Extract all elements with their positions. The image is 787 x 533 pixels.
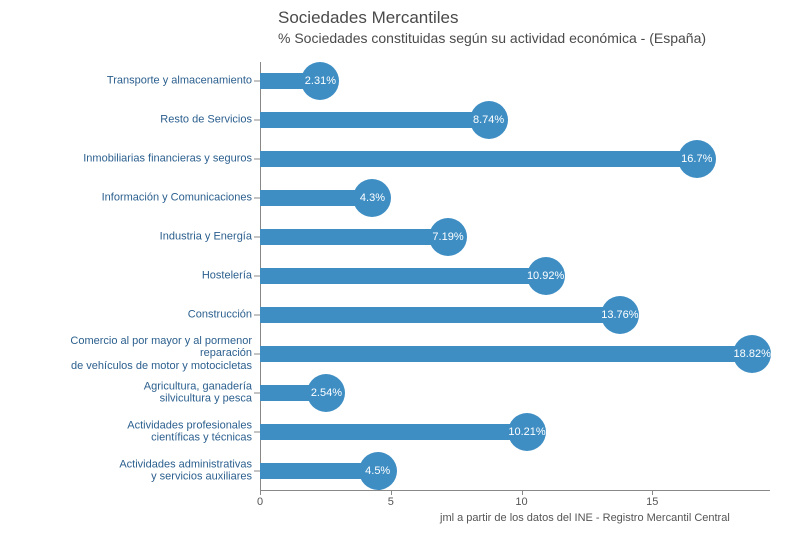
category-label: Construcción bbox=[10, 309, 260, 322]
category-label: Transporte y almacenamiento bbox=[10, 75, 260, 88]
bar bbox=[260, 112, 489, 128]
chart-footer: jml a partir de los datos del INE - Regi… bbox=[440, 512, 730, 524]
bar-value-cap: 2.31% bbox=[301, 62, 339, 100]
bar-value-cap: 8.74% bbox=[470, 101, 508, 139]
bar-value-cap: 13.76% bbox=[601, 296, 639, 334]
category-label: Hostelería bbox=[10, 270, 260, 283]
x-tick-label: 0 bbox=[257, 496, 263, 508]
category-label: Inmobiliarias financieras y seguros bbox=[10, 153, 260, 166]
bar-value-cap: 4.3% bbox=[353, 179, 391, 217]
x-tick-label: 10 bbox=[515, 496, 527, 508]
bar bbox=[260, 268, 546, 284]
bar-value-cap: 10.21% bbox=[508, 413, 546, 451]
category-label: Resto de Servicios bbox=[10, 114, 260, 127]
category-label: Industria y Energía bbox=[10, 231, 260, 244]
category-label: Actividades profesionales científicas y … bbox=[10, 419, 260, 444]
bar bbox=[260, 346, 752, 362]
bar-value-cap: 16.7% bbox=[678, 140, 716, 178]
bar bbox=[260, 229, 448, 245]
bar-value-cap: 4.5% bbox=[359, 452, 397, 490]
chart-titles: Sociedades Mercantiles % Sociedades cons… bbox=[278, 8, 706, 46]
x-tick bbox=[652, 490, 653, 495]
bar-value-cap: 7.19% bbox=[429, 218, 467, 256]
bar-value-cap: 10.92% bbox=[527, 257, 565, 295]
category-label: Comercio al por mayor y al pormenor repa… bbox=[10, 335, 260, 373]
bar bbox=[260, 151, 697, 167]
category-label: Agricultura, ganadería silvicultura y pe… bbox=[10, 380, 260, 405]
x-tick bbox=[522, 490, 523, 495]
chart-title: Sociedades Mercantiles bbox=[278, 8, 706, 28]
chart-container: Sociedades Mercantiles % Sociedades cons… bbox=[0, 0, 787, 533]
category-label: Información y Comunicaciones bbox=[10, 192, 260, 205]
x-axis-line bbox=[260, 490, 770, 491]
bar-value-cap: 18.82% bbox=[733, 335, 771, 373]
x-tick bbox=[391, 490, 392, 495]
x-tick-label: 5 bbox=[388, 496, 394, 508]
x-tick-label: 15 bbox=[646, 496, 658, 508]
bar bbox=[260, 424, 527, 440]
plot-area: 051015Transporte y almacenamiento2.31%Re… bbox=[260, 62, 770, 490]
bar-value-cap: 2.54% bbox=[307, 374, 345, 412]
bar bbox=[260, 307, 620, 323]
chart-subtitle: % Sociedades constituidas según su activ… bbox=[278, 30, 706, 46]
x-tick bbox=[260, 490, 261, 495]
category-label: Actividades administrativas y servicios … bbox=[10, 458, 260, 483]
